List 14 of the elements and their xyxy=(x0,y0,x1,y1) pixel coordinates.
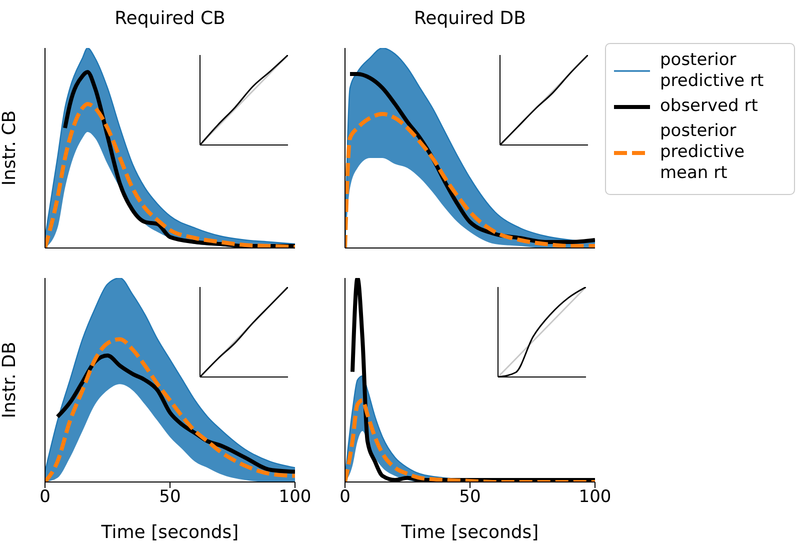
x-tick-label: 0 xyxy=(40,487,50,508)
x-tick-label: 100 xyxy=(578,487,612,508)
chart-title: Required CB xyxy=(114,8,226,29)
y-axis-title: Instr. CB xyxy=(0,109,21,188)
y-axis-title: Instr. DB xyxy=(0,340,21,420)
x-axis-title: Time [seconds] xyxy=(400,522,540,543)
legend-label: observed rt xyxy=(660,96,759,117)
x-tick-label: 100 xyxy=(278,487,312,508)
legend-label: posterior predictive mean rt xyxy=(660,121,746,184)
x-axis-title: Time [seconds] xyxy=(100,522,240,543)
x-tick-label: 0 xyxy=(340,487,350,508)
chart-title: Required DB xyxy=(412,8,528,29)
x-tick-label: 50 xyxy=(159,487,181,508)
x-tick-label: 50 xyxy=(459,487,481,508)
